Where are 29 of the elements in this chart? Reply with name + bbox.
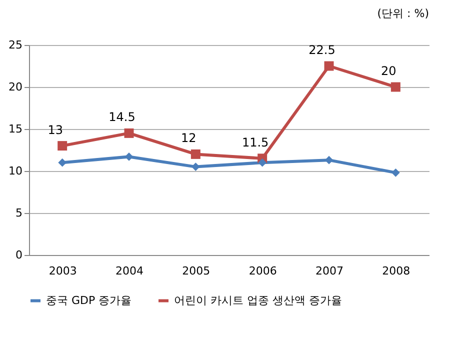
y-tick-label: 10 — [8, 164, 22, 178]
y-tick-label: 5 — [16, 206, 22, 220]
data-label: 13 — [48, 122, 63, 137]
x-tick-label: 2006 — [248, 264, 277, 278]
point — [391, 168, 400, 177]
data-label: 20 — [381, 64, 396, 78]
point — [190, 149, 200, 159]
x-tick-label: 2003 — [48, 264, 77, 278]
x-tick-label: 2005 — [182, 264, 210, 278]
point — [258, 158, 267, 167]
x-tick-label: 2007 — [316, 264, 344, 278]
point — [124, 128, 134, 138]
data-label: 12 — [181, 131, 196, 146]
y-tick-label: 15 — [8, 122, 22, 136]
point — [191, 162, 200, 171]
y-tick-label: 0 — [16, 248, 22, 262]
point — [58, 141, 68, 151]
data-label: 11.5 — [242, 135, 269, 150]
x-tick-label: 2008 — [382, 264, 410, 278]
x-tick-label: 2004 — [116, 264, 144, 278]
y-tick-label: 25 — [8, 38, 22, 52]
legend-label: 중국 GDP 증가율 — [46, 294, 132, 307]
chart-subtitle: (단위 : %) — [377, 7, 429, 20]
data-label: 14.5 — [108, 110, 136, 124]
point — [390, 82, 400, 92]
data-label: 22.5 — [308, 43, 336, 57]
legend-label: 어린이 카시트 업종 생산액 증가율 — [174, 294, 342, 307]
point — [324, 61, 334, 71]
y-tick-label: 20 — [8, 80, 22, 94]
